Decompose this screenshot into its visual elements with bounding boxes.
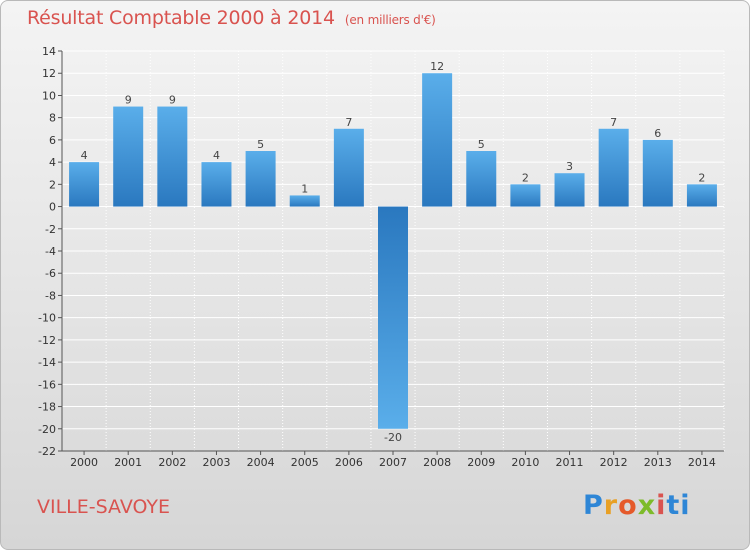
y-tick-label: -12 (38, 334, 56, 347)
proxiti-logo: Proxiti (583, 490, 691, 521)
y-tick-label: -16 (38, 378, 56, 391)
x-tick-label: 2002 (158, 456, 186, 469)
bar-2004 (245, 151, 276, 207)
y-tick-label: 2 (49, 178, 56, 191)
x-tick-label: 2012 (600, 456, 628, 469)
bar-2009 (466, 151, 497, 207)
x-tick-label: 2013 (644, 456, 672, 469)
x-tick-label: 2008 (423, 456, 451, 469)
bar-2006 (333, 128, 364, 207)
bar-2011 (554, 173, 585, 207)
data-label-2013: 6 (654, 127, 661, 140)
data-label-2006: 7 (345, 116, 352, 129)
x-tick-label: 2009 (467, 456, 495, 469)
y-tick-label: 6 (49, 134, 56, 147)
y-tick-label: -18 (38, 401, 56, 414)
bar-2013 (642, 139, 673, 207)
x-tick-label: 2004 (247, 456, 275, 469)
bar-2005 (289, 195, 320, 207)
chart-subtitle: (en milliers d'€) (344, 13, 436, 27)
bar-2001 (113, 106, 144, 207)
x-tick-label: 2010 (511, 456, 539, 469)
bar-2002 (157, 106, 188, 207)
y-tick-label: 14 (42, 45, 56, 58)
chart-title: Résultat Comptable 2000 à 2014 (en millie… (27, 7, 436, 29)
y-tick-label: -22 (38, 445, 56, 458)
data-label-2007: -20 (384, 431, 402, 444)
data-label-2005: 1 (301, 182, 308, 195)
bar-2012 (598, 128, 629, 207)
x-tick-label: 2014 (688, 456, 716, 469)
y-tick-label: -8 (45, 289, 56, 302)
data-label-2008: 12 (430, 60, 444, 73)
data-label-2010: 2 (522, 171, 529, 184)
data-label-2003: 4 (213, 149, 220, 162)
bars (69, 73, 717, 429)
x-tick-label: 2005 (291, 456, 319, 469)
bar-2007 (378, 206, 408, 429)
x-tick-label: 2007 (379, 456, 407, 469)
data-label-2012: 7 (610, 116, 617, 129)
data-label-2002: 9 (169, 94, 176, 107)
town-name: VILLE-SAVOYE (37, 496, 171, 518)
bar-2003 (201, 162, 232, 207)
data-label-2000: 4 (81, 149, 88, 162)
data-label-2001: 9 (125, 94, 132, 107)
y-tick-label: -10 (38, 312, 56, 325)
bar-2014 (686, 184, 717, 207)
data-label-2009: 5 (478, 138, 485, 151)
x-tick-label: 2001 (114, 456, 142, 469)
y-tick-label: 0 (49, 201, 56, 214)
y-tick-label: -14 (38, 356, 56, 369)
y-tick-label: 8 (49, 112, 56, 125)
y-tick-label: 12 (42, 67, 56, 80)
y-tick-label: -20 (38, 423, 56, 436)
x-tick-label: 2003 (202, 456, 230, 469)
x-tick-label: 2011 (556, 456, 584, 469)
x-tick-label: 2000 (70, 456, 98, 469)
y-tick-label: 4 (49, 156, 56, 169)
y-tick-label: 10 (42, 89, 56, 102)
bar-2010 (510, 184, 541, 207)
y-tick-label: -2 (45, 223, 56, 236)
y-tick-label: -6 (45, 267, 56, 280)
chart-title-text: Résultat Comptable 2000 à 2014 (27, 7, 335, 29)
data-label-2004: 5 (257, 138, 264, 151)
x-tick-label: 2006 (335, 456, 363, 469)
labels: 2000 4 2001 9 2002 9 2003 4 2004 5 2005 1 2006 7 2007 -… (70, 60, 716, 469)
y-tick-label: -4 (45, 245, 56, 258)
bar-2008 (422, 73, 453, 207)
bar-2000 (69, 162, 100, 207)
data-label-2011: 3 (566, 160, 573, 173)
data-label-2014: 2 (698, 171, 705, 184)
